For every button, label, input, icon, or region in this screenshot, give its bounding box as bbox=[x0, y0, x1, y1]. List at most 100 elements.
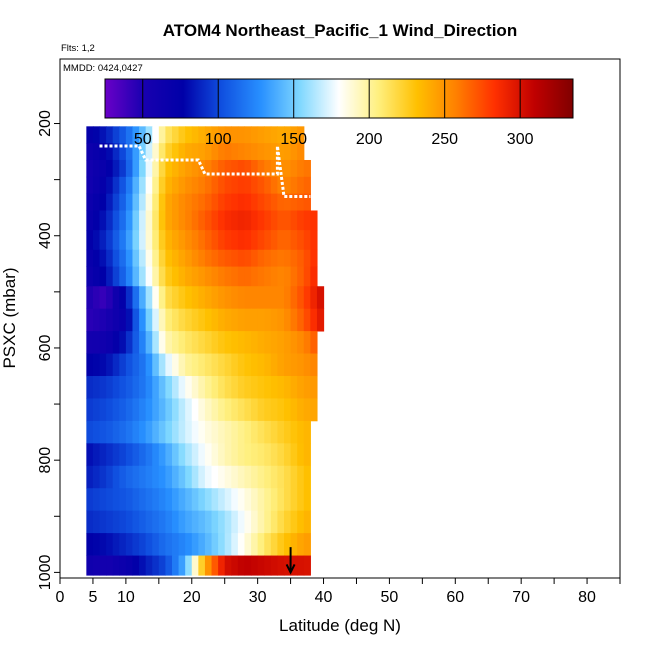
heat-cell bbox=[86, 420, 94, 444]
heat-cell bbox=[178, 420, 186, 444]
heat-cell bbox=[257, 286, 265, 310]
heat-cell bbox=[237, 488, 246, 512]
heat-cell bbox=[244, 555, 252, 576]
heat-cell bbox=[158, 376, 167, 399]
heat-cell bbox=[303, 249, 311, 267]
heat-cell bbox=[106, 376, 114, 399]
heat-cell bbox=[310, 249, 318, 267]
heat-cell bbox=[92, 533, 101, 556]
heat-cell bbox=[132, 266, 140, 287]
heat-cell bbox=[284, 443, 292, 467]
heat-cell bbox=[211, 555, 219, 576]
heat-cell bbox=[270, 230, 279, 251]
heat-cell bbox=[132, 555, 140, 576]
heat-cell bbox=[125, 159, 134, 178]
heat-cell bbox=[185, 465, 193, 489]
heat-cell bbox=[204, 193, 213, 211]
heat-cell bbox=[224, 376, 232, 399]
x-tick-label: 60 bbox=[446, 589, 464, 606]
heat-cell bbox=[132, 443, 140, 467]
heat-cell bbox=[132, 308, 140, 332]
heat-cell bbox=[145, 353, 153, 377]
heat-cell bbox=[178, 443, 186, 467]
heat-cell bbox=[92, 230, 101, 251]
heat-cell bbox=[158, 420, 167, 444]
heat-cell bbox=[310, 331, 318, 354]
heat-cell bbox=[303, 230, 311, 251]
heat-cell bbox=[112, 266, 120, 287]
heat-cell bbox=[224, 510, 232, 534]
heat-cell bbox=[237, 465, 246, 489]
heat-cell bbox=[152, 420, 160, 444]
heat-cell bbox=[139, 443, 147, 467]
heat-cell bbox=[125, 398, 134, 422]
heat-cell bbox=[119, 230, 127, 251]
heat-cell bbox=[185, 249, 193, 267]
heat-cell bbox=[231, 555, 239, 576]
heat-cell bbox=[244, 193, 252, 211]
heat-cell bbox=[224, 353, 232, 377]
heat-cell bbox=[99, 210, 107, 231]
heat-cell bbox=[251, 143, 259, 161]
heat-cell bbox=[152, 266, 160, 287]
heat-cell bbox=[198, 465, 206, 489]
heat-cell bbox=[303, 353, 311, 377]
heat-cell bbox=[106, 210, 114, 231]
heat-cell bbox=[237, 210, 246, 231]
heat-cell bbox=[119, 533, 127, 556]
heat-cell bbox=[251, 210, 259, 231]
heat-cell bbox=[99, 176, 107, 195]
heat-cell bbox=[224, 308, 232, 332]
heat-cell bbox=[191, 266, 199, 287]
heat-cell bbox=[139, 193, 147, 211]
heat-cell bbox=[92, 249, 101, 267]
heat-cell bbox=[152, 159, 160, 178]
heat-cell bbox=[139, 420, 147, 444]
heat-cell bbox=[191, 286, 199, 310]
heat-cell bbox=[284, 143, 292, 161]
heat-cell bbox=[165, 126, 173, 144]
heat-cell bbox=[86, 159, 94, 178]
heat-cell bbox=[284, 159, 292, 178]
heat-cell bbox=[270, 159, 279, 178]
x-tick-label: 70 bbox=[512, 589, 530, 606]
heat-cell bbox=[270, 308, 279, 332]
heat-cell bbox=[119, 266, 127, 287]
heat-cell bbox=[303, 331, 311, 354]
heat-cell bbox=[158, 308, 167, 332]
heat-cell bbox=[125, 465, 134, 489]
heat-cell bbox=[218, 193, 226, 211]
heat-cell bbox=[204, 308, 213, 332]
heat-cell bbox=[86, 331, 94, 354]
heat-cell bbox=[237, 159, 246, 178]
heat-cell bbox=[125, 488, 134, 512]
heat-cell bbox=[145, 249, 153, 267]
heat-cell bbox=[204, 488, 213, 512]
heat-cell bbox=[132, 210, 140, 231]
marker-layer bbox=[285, 547, 296, 575]
heat-cell bbox=[231, 398, 239, 422]
heat-cell bbox=[237, 376, 246, 399]
heat-cell bbox=[237, 398, 246, 422]
heat-cell bbox=[139, 376, 147, 399]
heat-cell bbox=[185, 353, 193, 377]
heat-cell bbox=[237, 443, 246, 467]
dates-label: MMDD: 0424,0427 bbox=[63, 63, 143, 74]
heat-cell bbox=[257, 249, 265, 267]
y-tick-label: 600 bbox=[37, 335, 54, 362]
heat-cell bbox=[251, 353, 259, 377]
heat-cell bbox=[145, 533, 153, 556]
heat-cell bbox=[290, 420, 298, 444]
heat-cell bbox=[297, 510, 305, 534]
heat-cell bbox=[158, 176, 167, 195]
heat-cell bbox=[251, 488, 259, 512]
heat-cell bbox=[125, 555, 134, 576]
heat-cell bbox=[172, 159, 180, 178]
heat-cell bbox=[231, 249, 239, 267]
heat-cell bbox=[152, 143, 160, 161]
heat-cell bbox=[86, 443, 94, 467]
heat-cell bbox=[270, 331, 279, 354]
heat-cell bbox=[152, 308, 160, 332]
heat-cell bbox=[284, 286, 292, 310]
heat-cell bbox=[99, 266, 107, 287]
